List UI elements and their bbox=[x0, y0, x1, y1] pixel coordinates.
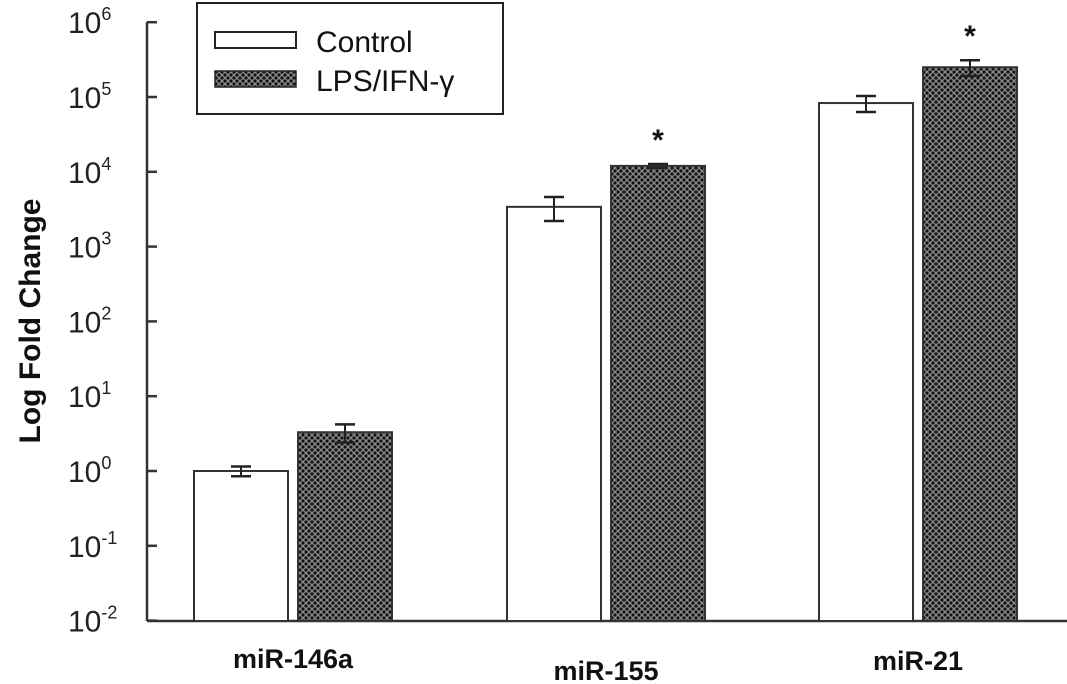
error-bar bbox=[960, 58, 980, 78]
error-bar bbox=[231, 465, 251, 478]
bar-mir-146a-control bbox=[193, 470, 289, 622]
y-tick-label: 106 bbox=[68, 4, 111, 40]
error-bar bbox=[856, 94, 876, 114]
y-tick-label: 10-2 bbox=[68, 603, 117, 639]
legend-swatch-lps-ifn bbox=[214, 70, 297, 88]
error-bar bbox=[544, 195, 564, 223]
error-bar bbox=[335, 423, 355, 444]
x-category-label: miR-146a bbox=[233, 644, 354, 674]
bar-mir-146a-lps-ifn bbox=[297, 431, 393, 622]
y-tick-label: 104 bbox=[68, 154, 111, 190]
y-tick-label: 105 bbox=[68, 79, 111, 115]
significance-asterisk: * bbox=[652, 124, 664, 157]
error-bar bbox=[648, 162, 668, 170]
bar-mir-155-lps-ifn bbox=[610, 164, 706, 623]
bar-mir-21-control bbox=[818, 102, 914, 622]
legend-label-control: Control bbox=[316, 26, 413, 59]
y-tick-label: 101 bbox=[68, 378, 111, 414]
y-axis-label: Log Fold Change bbox=[14, 199, 47, 444]
bar-mir-21-lps-ifn bbox=[922, 66, 1018, 623]
bars-group: ** bbox=[193, 20, 1018, 623]
x-axis-categories: miR-146a miR-155 miR-21 bbox=[233, 644, 963, 684]
legend-label-lps-ifn: LPS/IFN-γ bbox=[316, 65, 454, 98]
y-tick-label: 102 bbox=[68, 303, 111, 339]
y-tick-label: 100 bbox=[68, 453, 111, 489]
legend-swatch-control bbox=[214, 31, 297, 49]
y-tick-label: 103 bbox=[68, 229, 111, 265]
x-category-label: miR-21 bbox=[873, 646, 963, 676]
bar-mir-155-control bbox=[506, 205, 602, 623]
x-category-label: miR-155 bbox=[553, 656, 658, 684]
y-tick-label: 10-1 bbox=[68, 528, 117, 564]
legend: Control LPS/IFN-γ bbox=[196, 2, 504, 115]
significance-asterisk: * bbox=[964, 20, 976, 53]
